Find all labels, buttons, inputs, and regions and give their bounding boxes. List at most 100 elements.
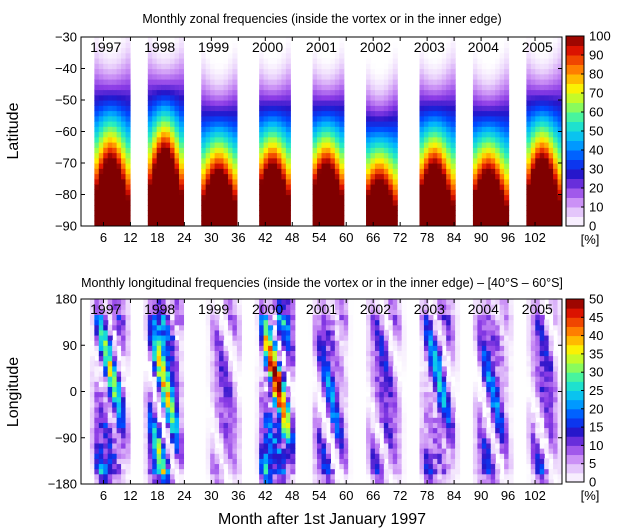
heatmap-cell (490, 422, 496, 429)
heatmap-cell (236, 299, 242, 305)
heatmap-cell (423, 178, 429, 185)
heatmap-cell (223, 412, 229, 418)
heatmap-cell (535, 68, 541, 75)
heatmap-cell (383, 350, 389, 357)
heatmap-cell (321, 448, 327, 454)
heatmap-cell (388, 199, 394, 206)
heatmap-cell (272, 360, 278, 367)
heatmap-cell (397, 365, 403, 372)
heatmap-cell (223, 152, 229, 159)
heatmap-cell (210, 220, 216, 226)
heatmap-cell (388, 163, 394, 169)
heatmap-cell (121, 100, 127, 106)
heatmap-cell (339, 432, 345, 439)
heatmap-cell (317, 84, 323, 91)
heatmap-cell (499, 68, 505, 75)
heatmap-cell (557, 142, 562, 148)
heatmap-cell (437, 468, 443, 475)
heatmap-cell (317, 324, 323, 331)
heatmap-cell (165, 350, 171, 357)
heatmap-cell (441, 314, 447, 321)
heatmap-cell (379, 329, 385, 336)
heatmap-cell (539, 115, 545, 122)
heatmap-cell (557, 58, 562, 64)
heatmap-cell (259, 309, 265, 316)
heatmap-cell (272, 417, 278, 423)
heatmap-cell (446, 304, 452, 310)
heatmap-cell (174, 360, 180, 367)
heatmap-cell (401, 478, 407, 484)
heatmap-cell (219, 299, 225, 305)
heatmap-cell (441, 304, 447, 310)
heatmap-cell (232, 79, 238, 85)
heatmap-cell (103, 319, 109, 326)
heatmap-cell (285, 391, 291, 398)
heatmap-cell (495, 360, 501, 367)
heatmap-cell (276, 453, 283, 459)
heatmap-cell (370, 152, 376, 159)
heatmap-cell (392, 401, 398, 408)
heatmap-cell (312, 194, 318, 201)
heatmap-cell (334, 304, 340, 310)
heatmap-cell (450, 448, 456, 454)
heatmap-cell (446, 173, 452, 180)
heatmap-cell (276, 401, 283, 408)
heatmap-cell (317, 442, 323, 449)
heatmap-cell (147, 163, 153, 169)
colorbar-tick-label: 100 (589, 29, 611, 44)
heatmap-cell (530, 58, 536, 64)
heatmap-cell (112, 319, 118, 326)
heatmap-cell (428, 448, 434, 454)
heatmap-cell (227, 314, 234, 321)
heatmap-cell (174, 152, 180, 159)
heatmap-cell (388, 396, 394, 403)
heatmap-cell (441, 309, 447, 316)
heatmap-cell (219, 340, 225, 346)
heatmap-cell (103, 121, 109, 127)
heatmap-cell (392, 304, 398, 310)
heatmap-cell (116, 136, 122, 143)
heatmap-cell (143, 350, 149, 357)
heatmap-cell (317, 334, 323, 341)
heatmap-cell (143, 299, 149, 305)
heatmap-cell (174, 94, 180, 101)
heatmap-cell (437, 437, 443, 444)
heatmap-cell (397, 448, 403, 454)
heatmap-cell (94, 406, 100, 413)
heatmap-cell (174, 309, 180, 316)
heatmap-cell (232, 152, 238, 159)
heatmap-cell (219, 478, 225, 484)
heatmap-cell (437, 126, 443, 133)
heatmap-cell (481, 189, 487, 196)
heatmap-cell (388, 63, 394, 70)
heatmap-cell (205, 396, 211, 403)
heatmap-cell (504, 448, 510, 454)
heatmap-cell (263, 417, 269, 423)
heatmap-cell (419, 184, 425, 190)
heatmap-cell (446, 334, 452, 341)
heatmap-cell (276, 473, 283, 480)
heatmap-cell (259, 381, 265, 387)
heatmap-cell (544, 79, 550, 85)
heatmap-cell (530, 189, 536, 196)
heatmap-cell (214, 89, 220, 96)
heatmap-cell (227, 473, 234, 480)
heatmap-cell (214, 110, 220, 117)
heatmap-cell (178, 147, 185, 154)
heatmap-cell (285, 147, 291, 154)
heatmap-cell (263, 157, 269, 164)
heatmap-cell (232, 84, 238, 91)
heatmap-cell (156, 478, 162, 484)
heatmap-cell (103, 406, 109, 413)
heatmap-cell (334, 100, 340, 106)
heatmap-cell (486, 437, 492, 444)
heatmap-cell (539, 84, 545, 91)
heatmap-cell (446, 427, 452, 434)
heatmap-cell (263, 319, 269, 326)
heatmap-cell (481, 142, 487, 148)
heatmap-cell (210, 355, 216, 362)
heatmap-cell (107, 94, 113, 101)
heatmap-cell (446, 73, 452, 80)
heatmap-cell (201, 52, 207, 59)
heatmap-cell (374, 360, 380, 367)
